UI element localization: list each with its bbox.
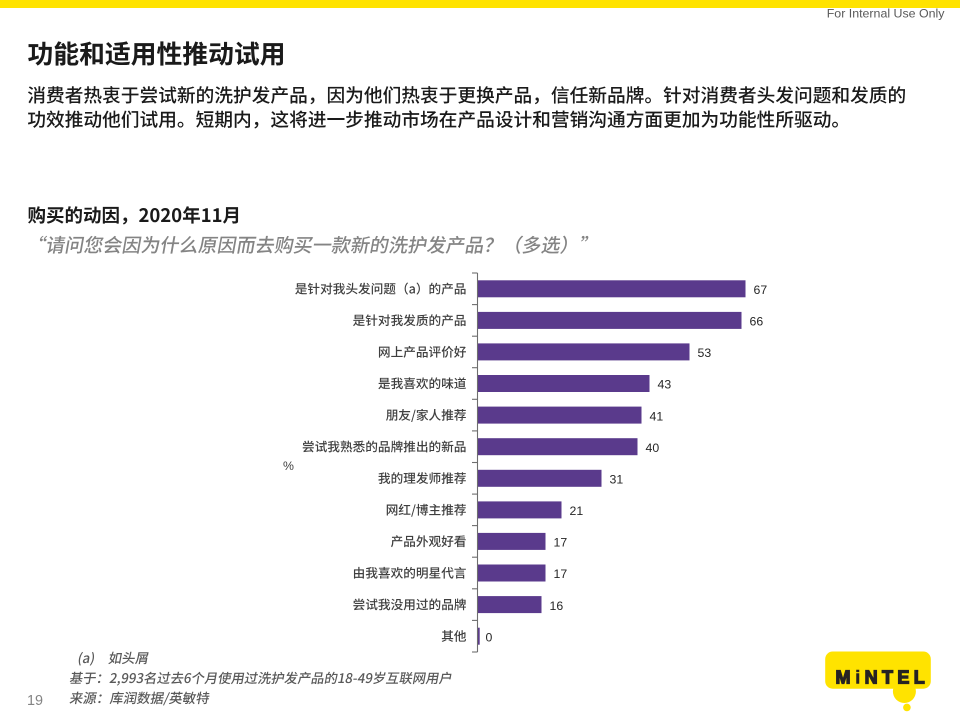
svg-text:M: M [836, 668, 851, 688]
svg-text:53: 53 [698, 346, 712, 360]
svg-text:For Internal Use Only: For Internal Use Only [827, 7, 946, 21]
svg-text:%: % [283, 459, 294, 473]
svg-text:67: 67 [754, 283, 768, 297]
svg-text:31: 31 [610, 473, 624, 487]
svg-text:40: 40 [646, 441, 660, 455]
svg-text:17: 17 [554, 567, 568, 581]
svg-text:19: 19 [27, 693, 43, 709]
svg-text:66: 66 [750, 315, 764, 329]
svg-text:NTEL: NTEL [865, 668, 930, 688]
svg-text:17: 17 [554, 536, 568, 550]
svg-text:16: 16 [550, 599, 564, 613]
svg-text:0: 0 [486, 630, 493, 644]
svg-text:43: 43 [658, 378, 672, 392]
svg-text:41: 41 [650, 409, 664, 423]
svg-text:i: i [855, 668, 860, 688]
svg-text:21: 21 [570, 504, 584, 518]
